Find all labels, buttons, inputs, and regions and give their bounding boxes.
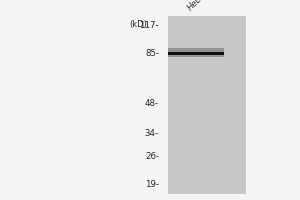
Text: 34-: 34-	[145, 129, 159, 138]
Bar	[168, 48, 224, 57]
Text: 48-: 48-	[145, 99, 159, 108]
Text: HeLa: HeLa	[186, 0, 207, 12]
Text: 19-: 19-	[145, 180, 159, 189]
Text: 117-: 117-	[140, 21, 159, 30]
Text: 26-: 26-	[145, 152, 159, 161]
Text: (kD): (kD)	[129, 20, 147, 29]
Text: 85-: 85-	[145, 49, 159, 58]
Bar	[168, 52, 224, 55]
Bar	[168, 16, 246, 194]
